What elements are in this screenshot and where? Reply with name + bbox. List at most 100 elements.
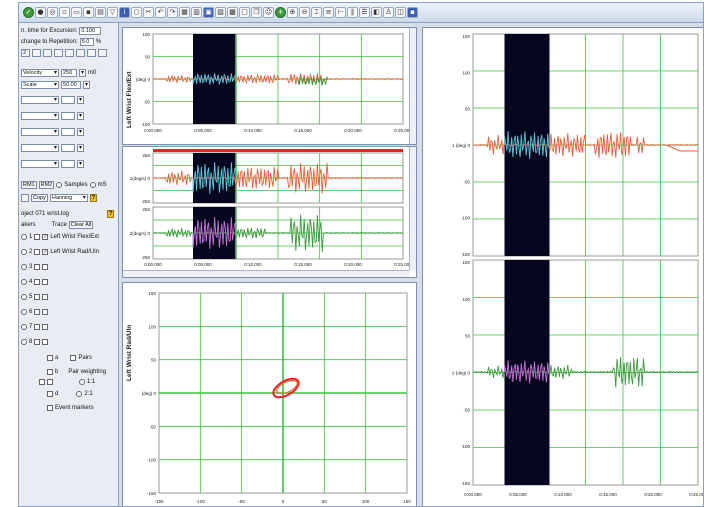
- empty-spin-3[interactable]: [77, 127, 84, 136]
- trace-item[interactable]: 4: [21, 277, 50, 286]
- trace-marker-checkbox[interactable]: [34, 338, 41, 345]
- empty-select-5[interactable]: [21, 159, 59, 168]
- trace-radio[interactable]: [21, 338, 27, 345]
- subject-help-icon[interactable]: ?: [107, 209, 114, 218]
- pairs-checkbox[interactable]: [70, 354, 77, 361]
- trace-item[interactable]: 8: [21, 337, 50, 346]
- trace-item[interactable]: 7: [21, 322, 50, 331]
- chart-icon[interactable]: ▥: [191, 7, 202, 18]
- empty-spin-5[interactable]: [77, 159, 84, 168]
- record-icon[interactable]: ◎: [47, 7, 58, 18]
- new-file-icon[interactable]: ▫: [59, 7, 70, 18]
- info-icon[interactable]: i: [119, 7, 130, 18]
- trace-radio[interactable]: [21, 278, 27, 285]
- person-icon[interactable]: ♙: [383, 7, 394, 18]
- zoom-in-icon[interactable]: ⊕: [287, 7, 298, 18]
- trace-marker-checkbox[interactable]: [34, 248, 41, 255]
- trace-show-checkbox[interactable]: [42, 323, 49, 330]
- trace-show-checkbox[interactable]: [42, 338, 49, 345]
- pw-1-radio[interactable]: [79, 378, 85, 385]
- trace-show-checkbox[interactable]: [42, 278, 49, 285]
- cut-icon[interactable]: ✂: [143, 7, 154, 18]
- trace-marker-checkbox[interactable]: [34, 323, 41, 330]
- rm1-button[interactable]: RM1: [21, 180, 37, 189]
- filter-button-9[interactable]: [98, 48, 107, 57]
- trace-item[interactable]: 5: [21, 292, 50, 301]
- velocity-spin[interactable]: [79, 68, 86, 77]
- user-icon[interactable]: ☺: [263, 7, 274, 18]
- filter-button-8[interactable]: [87, 48, 96, 57]
- redo-icon[interactable]: ↷: [167, 7, 178, 18]
- filter-icon[interactable]: ▽: [107, 7, 118, 18]
- add-icon[interactable]: +: [275, 7, 286, 18]
- rm2-button[interactable]: RM2: [38, 180, 55, 189]
- samples-radio[interactable]: [56, 181, 63, 188]
- layout-icon[interactable]: ▣: [203, 7, 214, 18]
- back-button[interactable]: [21, 193, 29, 202]
- check-icon[interactable]: ✓: [23, 7, 34, 18]
- trace-item[interactable]: 3: [21, 262, 50, 271]
- measure-icon[interactable]: ⊢: [335, 7, 346, 18]
- trace-radio[interactable]: [21, 323, 27, 330]
- filter-button-4[interactable]: [43, 48, 52, 57]
- trace-radio[interactable]: [21, 233, 27, 240]
- filter-button-3[interactable]: [32, 48, 41, 57]
- window-icon[interactable]: ▢: [239, 7, 250, 18]
- bars-icon[interactable]: ∥: [347, 7, 358, 18]
- velocity-scrollbar[interactable]: [409, 147, 416, 270]
- settings-icon[interactable]: ▪: [407, 7, 418, 18]
- empty-select-3[interactable]: [21, 127, 59, 136]
- pair-d-checkbox[interactable]: [47, 390, 53, 397]
- bulb-icon[interactable]: ○: [131, 7, 142, 18]
- list-icon[interactable]: ☰: [359, 7, 370, 18]
- trace-show-checkbox[interactable]: ✓: [42, 233, 49, 240]
- trace-radio[interactable]: [21, 308, 27, 315]
- circle-icon[interactable]: ●: [35, 7, 46, 18]
- pair-a-checkbox[interactable]: [47, 354, 53, 361]
- grid-icon[interactable]: ▩: [227, 7, 238, 18]
- trace-show-checkbox[interactable]: ✓: [42, 248, 49, 255]
- trace-show-checkbox[interactable]: [42, 263, 49, 270]
- zoom-out-icon[interactable]: ⊖: [299, 7, 310, 18]
- window-select[interactable]: Hanning: [49, 193, 88, 202]
- trace-radio[interactable]: [21, 248, 27, 255]
- empty-input-1[interactable]: [61, 95, 75, 104]
- pair-c-checkbox[interactable]: [39, 378, 45, 385]
- print-icon[interactable]: ▤: [95, 7, 106, 18]
- excursion-input[interactable]: 0.100: [79, 26, 102, 35]
- empty-select-4[interactable]: [21, 143, 59, 152]
- ms-radio[interactable]: [89, 181, 96, 188]
- align-icon[interactable]: ≡: [323, 7, 334, 18]
- trace-show-checkbox[interactable]: [42, 308, 49, 315]
- flex-ext-scrollbar[interactable]: [409, 28, 416, 144]
- event-markers-checkbox[interactable]: [47, 404, 53, 411]
- pw-2-radio[interactable]: [76, 390, 83, 397]
- scale-spin[interactable]: [83, 80, 90, 89]
- filter-button-5[interactable]: [54, 48, 63, 57]
- split-icon[interactable]: ◧: [371, 7, 382, 18]
- scale-input[interactable]: 50.00: [61, 80, 81, 89]
- help-icon[interactable]: ?: [89, 193, 97, 202]
- empty-spin-1[interactable]: [77, 95, 84, 104]
- repetition-input[interactable]: 5.0: [79, 37, 94, 46]
- filter-button-2[interactable]: 2: [21, 48, 30, 57]
- empty-spin-4[interactable]: [77, 143, 84, 152]
- copy-button[interactable]: Copy: [31, 193, 48, 202]
- clear-all-button[interactable]: Clear All: [68, 220, 94, 229]
- save-icon[interactable]: ▪: [83, 7, 94, 18]
- velocity-hscrollbar[interactable]: [123, 270, 409, 277]
- trace-marker-checkbox[interactable]: [34, 278, 41, 285]
- open-folder-icon[interactable]: ▭: [71, 7, 82, 18]
- graph-icon[interactable]: ▧: [215, 7, 226, 18]
- trace-marker-checkbox[interactable]: [34, 233, 41, 240]
- velocity-input[interactable]: 250: [61, 68, 77, 77]
- trace-marker-checkbox[interactable]: [34, 308, 41, 315]
- empty-input-2[interactable]: [61, 111, 75, 120]
- empty-input-5[interactable]: [61, 159, 75, 168]
- pair-c2-checkbox[interactable]: [47, 378, 53, 385]
- velocity-select[interactable]: Velocity: [21, 68, 59, 77]
- trace-item[interactable]: 2 ✓ Left Wrist Rad/Uln: [21, 247, 99, 256]
- filter-button-7[interactable]: [76, 48, 85, 57]
- trace-marker-checkbox[interactable]: [34, 263, 41, 270]
- pair-b-checkbox[interactable]: [47, 368, 53, 375]
